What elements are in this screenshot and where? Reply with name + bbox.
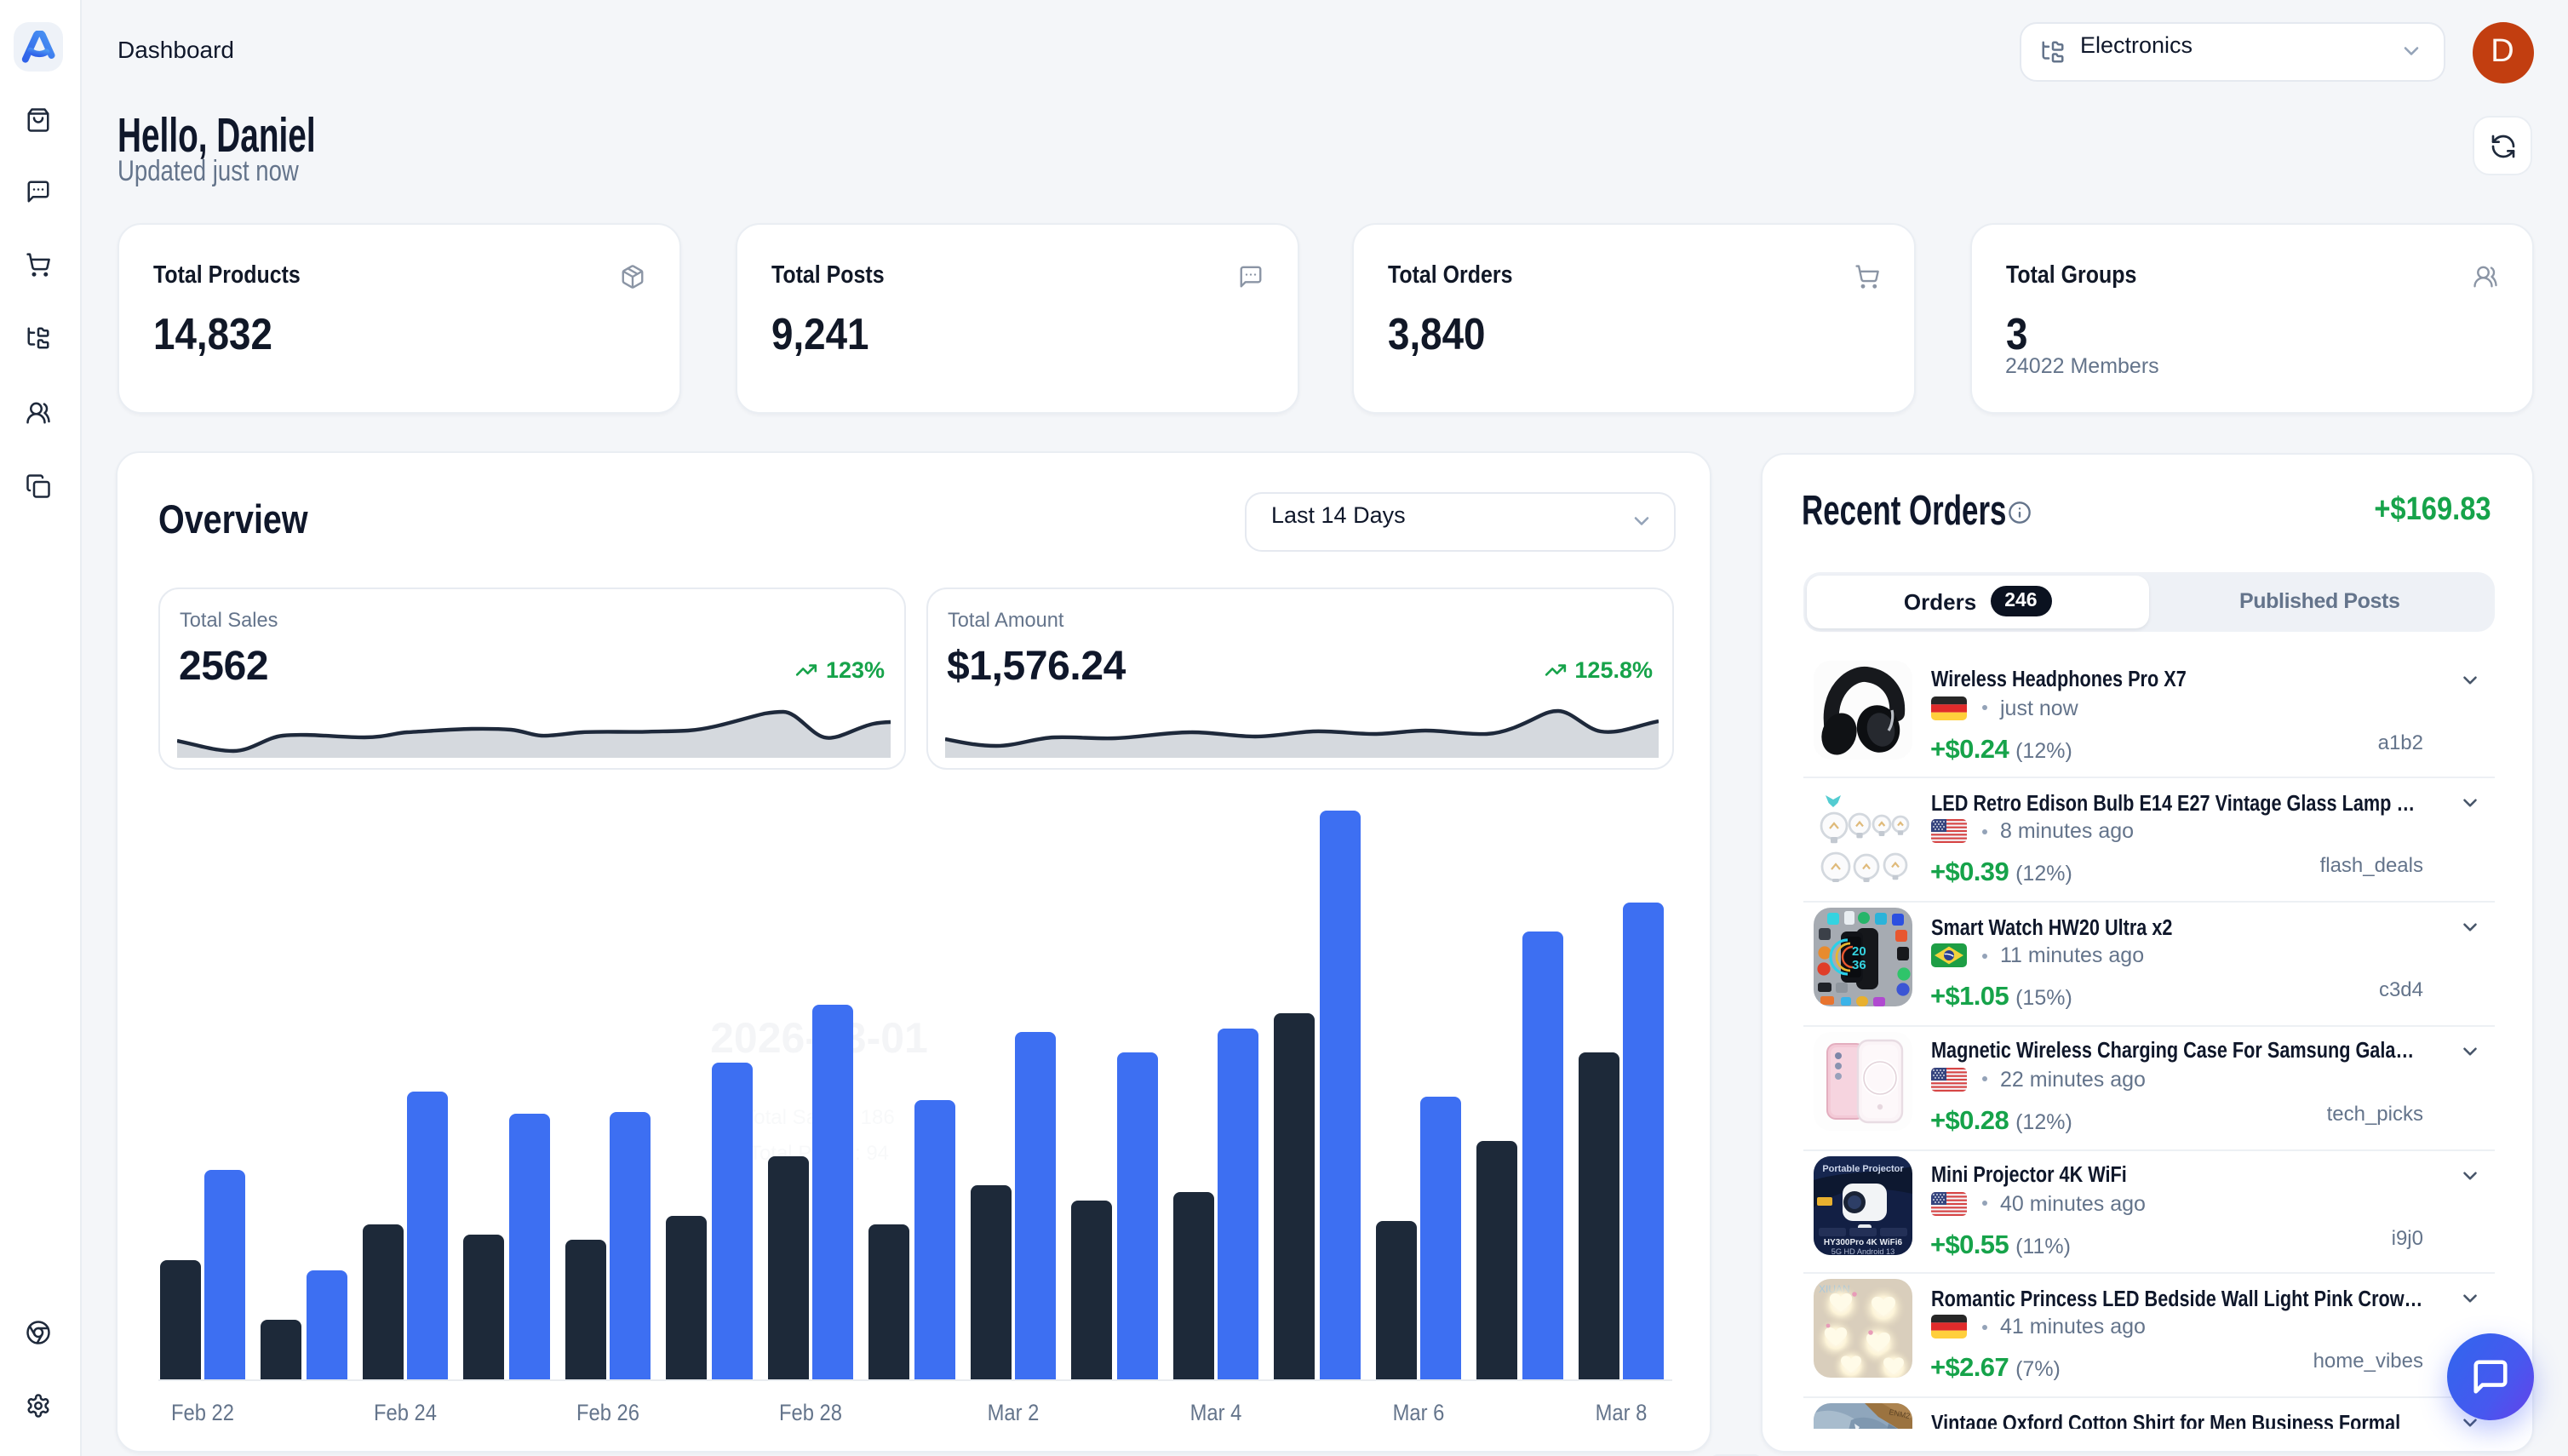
svg-text:36: 36: [1851, 958, 1866, 972]
svg-text:HY300Pro 4K WiFi6: HY300Pro 4K WiFi6: [1823, 1237, 1902, 1247]
svg-text:Portable Projector: Portable Projector: [1821, 1163, 1903, 1173]
svg-text:20: 20: [1851, 944, 1866, 959]
svg-text:5G HD Android 13: 5G HD Android 13: [1831, 1247, 1894, 1254]
